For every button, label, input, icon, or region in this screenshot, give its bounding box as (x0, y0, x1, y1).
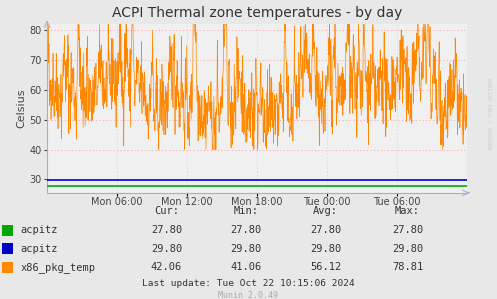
Text: x86_pkg_temp: x86_pkg_temp (21, 262, 96, 273)
Text: 29.80: 29.80 (310, 244, 341, 254)
Text: 29.80: 29.80 (151, 244, 182, 254)
Text: 27.80: 27.80 (151, 225, 182, 235)
Text: Max:: Max: (395, 206, 420, 216)
Text: RRDTOOL / TOBI OETIKER: RRDTOOL / TOBI OETIKER (489, 78, 494, 150)
Text: Min:: Min: (234, 206, 258, 216)
Text: 41.06: 41.06 (231, 262, 261, 272)
Text: acpitz: acpitz (21, 225, 58, 235)
Y-axis label: Celsius: Celsius (16, 89, 26, 128)
Text: 27.80: 27.80 (310, 225, 341, 235)
Title: ACPI Thermal zone temperatures - by day: ACPI Thermal zone temperatures - by day (112, 6, 403, 20)
Text: 78.81: 78.81 (392, 262, 423, 272)
Text: Munin 2.0.49: Munin 2.0.49 (219, 291, 278, 299)
Text: 29.80: 29.80 (231, 244, 261, 254)
Text: Cur:: Cur: (154, 206, 179, 216)
Text: 56.12: 56.12 (310, 262, 341, 272)
Text: 29.80: 29.80 (392, 244, 423, 254)
Text: acpitz: acpitz (21, 244, 58, 254)
Text: Avg:: Avg: (313, 206, 338, 216)
Text: 27.80: 27.80 (231, 225, 261, 235)
Text: Last update: Tue Oct 22 10:15:06 2024: Last update: Tue Oct 22 10:15:06 2024 (142, 279, 355, 288)
Text: 27.80: 27.80 (392, 225, 423, 235)
Text: 42.06: 42.06 (151, 262, 182, 272)
